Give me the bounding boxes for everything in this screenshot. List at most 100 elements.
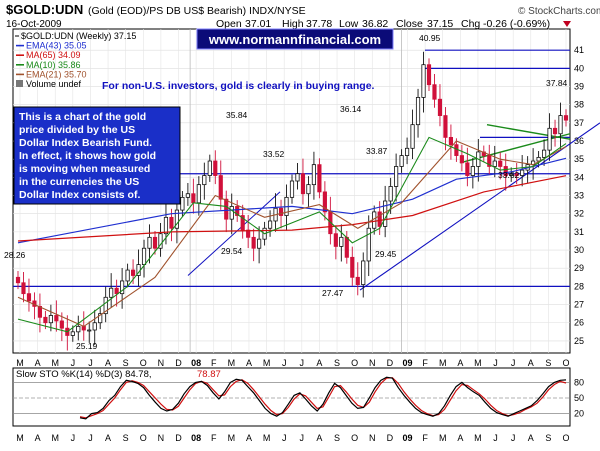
price-annotation: 28.26 xyxy=(4,250,26,260)
stockcharts-watermark: © StockCharts.com xyxy=(518,6,600,17)
x-tick-label: A xyxy=(246,433,252,443)
buying-range-comment: For non-U.S. investors, gold is clearly … xyxy=(102,80,375,92)
candle-body xyxy=(399,155,404,167)
candle-body xyxy=(509,173,514,176)
candle-body xyxy=(98,313,103,324)
candle-body xyxy=(541,149,547,158)
chg-value: -0.26 (-0.69%) xyxy=(483,18,550,30)
candle-body xyxy=(366,227,371,262)
x-tick-label: F xyxy=(211,358,217,368)
candle-body xyxy=(103,296,108,315)
x-tick-label: S xyxy=(123,358,129,368)
x-tick-label: J xyxy=(511,433,516,443)
candle-body xyxy=(163,216,169,235)
x-tick-label: D xyxy=(175,358,182,368)
candle-body xyxy=(26,293,32,302)
candle-body xyxy=(333,233,338,247)
candle-body xyxy=(229,206,234,220)
x-tick-label: O xyxy=(562,358,569,368)
price-annotation: 33.62 xyxy=(498,170,520,180)
stochastic-label: Slow STO %K(14) %D(3) 84.78, xyxy=(16,369,152,380)
candle-body xyxy=(503,166,508,176)
x-tick-label: A xyxy=(528,433,534,443)
close-value: 37.15 xyxy=(427,18,453,30)
candle-body xyxy=(536,156,541,162)
x-tick-label: J xyxy=(71,358,76,368)
price-annotation: 33.87 xyxy=(366,146,388,156)
legend-swatch xyxy=(16,80,23,87)
candle-body xyxy=(306,184,311,195)
chart-date: 16-Oct-2009 xyxy=(6,19,62,30)
x-tick-label: D xyxy=(387,433,394,443)
x-tick-label: O xyxy=(140,358,147,368)
x-tick-label: F xyxy=(211,433,217,443)
price-annotation: 37.84 xyxy=(546,78,568,88)
candle-body xyxy=(54,315,59,322)
stoch-tick-label: 20 xyxy=(574,409,584,419)
candle-body xyxy=(196,184,201,204)
legend-entry: EMA(21) 35.70 xyxy=(26,69,87,79)
x-tick-label: A xyxy=(35,433,41,443)
x-tick-label: A xyxy=(316,358,322,368)
x-tick-label: M xyxy=(474,358,482,368)
explanation-line: In effect, it shows how gold xyxy=(19,150,156,162)
candle-body xyxy=(43,316,48,324)
candle-body xyxy=(547,127,552,151)
y-tick-label: 32 xyxy=(574,209,584,219)
candle-body xyxy=(404,147,410,156)
candle-body xyxy=(218,175,223,200)
high-label: High xyxy=(282,18,304,30)
chart-symbol: $GOLD:UDN xyxy=(6,2,83,17)
candle-body xyxy=(459,155,464,164)
candle-body xyxy=(180,196,185,211)
legend-entry: MA(10) 35.86 xyxy=(26,60,81,70)
candle-body xyxy=(87,329,92,332)
candle-body xyxy=(158,233,163,249)
candle-body xyxy=(377,211,382,227)
x-tick-label: 08 xyxy=(191,358,201,368)
candle-body xyxy=(520,169,525,176)
price-annotation: 29.45 xyxy=(375,249,397,259)
candle-body xyxy=(339,236,344,247)
explanation-line: This is a chart of the gold xyxy=(19,111,146,123)
uptrend-line xyxy=(359,122,600,291)
x-tick-label: N xyxy=(369,433,376,443)
y-tick-label: 41 xyxy=(574,45,584,55)
candle-body xyxy=(322,191,327,213)
x-tick-label: F xyxy=(422,433,428,443)
x-tick-label: A xyxy=(246,358,252,368)
candle-body xyxy=(120,280,125,295)
x-tick-label: J xyxy=(88,358,93,368)
x-tick-label: J xyxy=(282,433,287,443)
stoch-tick-label: 50 xyxy=(574,393,584,403)
x-tick-label: N xyxy=(158,358,165,368)
x-tick-label: M xyxy=(51,433,59,443)
x-tick-label: M xyxy=(228,433,236,443)
y-tick-label: 25 xyxy=(574,336,584,346)
y-tick-label: 36 xyxy=(574,136,584,146)
x-tick-label: A xyxy=(35,358,41,368)
candle-body xyxy=(492,160,497,167)
price-annotation: 27.47 xyxy=(322,288,344,298)
explanation-line: is moving when measured xyxy=(19,163,150,175)
y-tick-label: 29 xyxy=(574,263,584,273)
x-tick-label: F xyxy=(422,358,428,368)
x-tick-label: M xyxy=(263,358,271,368)
x-tick-label: J xyxy=(511,358,516,368)
x-tick-label: S xyxy=(334,433,340,443)
x-tick-label: M xyxy=(474,433,482,443)
x-tick-label: 09 xyxy=(402,433,412,443)
candle-body xyxy=(470,166,475,176)
x-tick-label: N xyxy=(369,358,376,368)
candle-body xyxy=(235,206,240,216)
y-tick-label: 37 xyxy=(574,118,584,128)
candle-body xyxy=(437,98,443,116)
candle-body xyxy=(443,115,448,138)
url-text: www.normannfinancial.com xyxy=(208,32,381,47)
legend-entry: EMA(43) 35.05 xyxy=(26,41,87,51)
ma10-line xyxy=(17,136,567,333)
x-tick-label: M xyxy=(263,433,271,443)
y-tick-label: 30 xyxy=(574,245,584,255)
x-tick-label: J xyxy=(493,358,498,368)
